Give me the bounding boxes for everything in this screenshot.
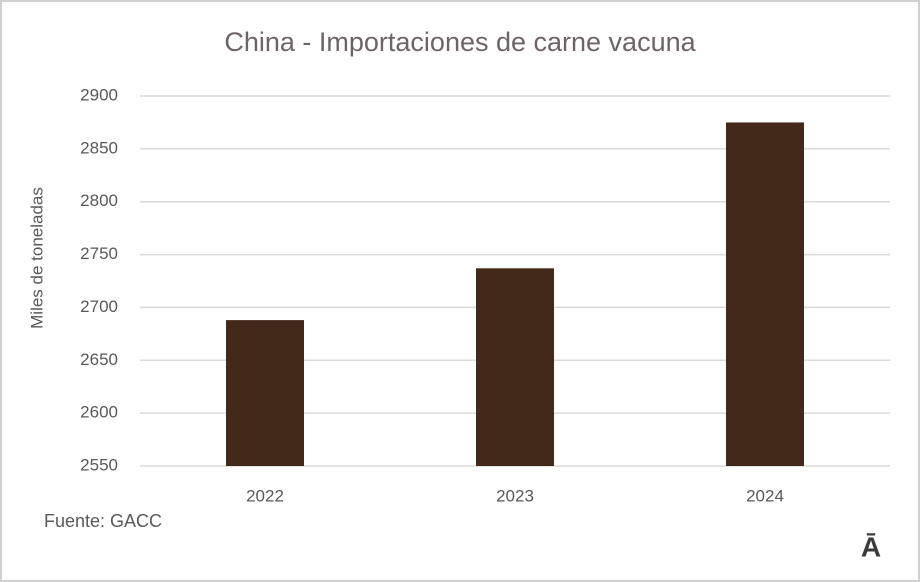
chart-title: China - Importaciones de carne vacuna [224,27,696,57]
y-tick-label: 2750 [80,244,118,263]
x-tick-label: 2024 [746,486,784,505]
logo: Ā [861,531,881,562]
bar [476,268,554,466]
bar [726,122,804,466]
y-tick-label: 2850 [80,138,118,157]
y-tick-label: 2900 [80,85,118,104]
bar [226,320,304,466]
x-tick-label: 2023 [496,486,534,505]
y-tick-label: 2550 [80,455,118,474]
y-tick-label: 2700 [80,297,118,316]
x-tick-label: 2022 [246,486,284,505]
y-tick-label: 2600 [80,403,118,422]
y-tick-label: 2800 [80,191,118,210]
y-axis-label: Miles de toneladas [27,187,46,329]
y-tick-label: 2650 [80,350,118,369]
source-note: Fuente: GACC [44,511,162,531]
